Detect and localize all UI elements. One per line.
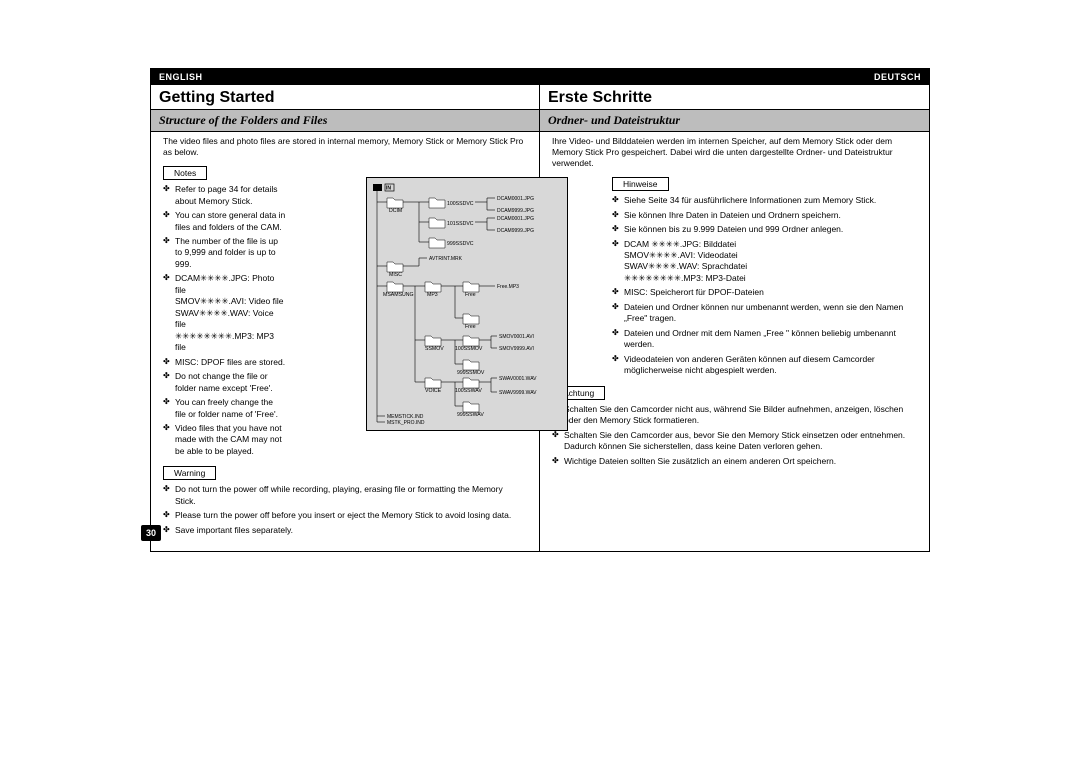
lang-label-deutsch: DEUTSCH xyxy=(540,69,929,85)
svg-text:SSMOV: SSMOV xyxy=(425,346,444,352)
svg-text:SMOV0001.AVI: SMOV0001.AVI xyxy=(499,334,534,340)
svg-text:100SSDVC: 100SSDVC xyxy=(447,201,474,207)
svg-text:MSAMSUNG: MSAMSUNG xyxy=(383,292,414,298)
svg-text:999SSMOV: 999SSMOV xyxy=(457,370,485,376)
svg-text:100SSMOV: 100SSMOV xyxy=(455,346,483,352)
svg-text:DCAM0001.JPG: DCAM0001.JPG xyxy=(497,196,534,202)
deutsch-column: DEUTSCH Erste Schritte Ordner- und Datei… xyxy=(540,69,929,551)
note-item: DCAM ✳✳✳✳.JPG: Bilddatei SMOV✳✳✳✳.AVI: V… xyxy=(624,239,919,285)
svg-text:Free: Free xyxy=(465,324,476,330)
note-item: You can store general data in files and … xyxy=(175,210,286,233)
folder-icon xyxy=(387,198,403,208)
notes-label-english: Notes xyxy=(163,166,207,180)
note-item: Videodateien von anderen Geräten können … xyxy=(624,354,919,377)
warning-list-english: Do not turn the power off while recordin… xyxy=(151,484,539,536)
warning-item: Schalten Sie den Camcorder aus, bevor Si… xyxy=(564,430,909,453)
svg-text:MP3: MP3 xyxy=(427,292,438,298)
svg-text:MSTK_PRO.IND: MSTK_PRO.IND xyxy=(387,420,425,426)
svg-text:DCAM9999.JPG: DCAM9999.JPG xyxy=(497,228,534,234)
svg-text:DCAM9999.JPG: DCAM9999.JPG xyxy=(497,208,534,214)
warning-item: Schalten Sie den Camcorder nicht aus, wä… xyxy=(564,404,909,427)
title-english: Getting Started xyxy=(151,85,539,109)
note-item: You can freely change the file or folder… xyxy=(175,397,286,420)
warning-item: Save important files separately. xyxy=(175,525,519,536)
note-item: Sie können bis zu 9.999 Dateien und 999 … xyxy=(624,224,919,235)
svg-text:Free: Free xyxy=(465,292,476,298)
note-item: MISC: DPOF files are stored. xyxy=(175,357,286,368)
note-item: Siehe Seite 34 für ausführlichere Inform… xyxy=(624,195,919,206)
note-item: Dateien und Ordner können nur umbenannt … xyxy=(624,302,919,325)
svg-text:101SSDVC: 101SSDVC xyxy=(447,221,474,227)
svg-text:IN: IN xyxy=(386,186,391,192)
svg-text:Free.MP3: Free.MP3 xyxy=(497,284,519,290)
svg-text:AVTRINT.MRK: AVTRINT.MRK xyxy=(429,256,463,262)
folder-structure-diagram: IN DCIM 100SSDVC DCAM0001.JPG xyxy=(366,177,568,431)
subtitle-deutsch: Ordner- und Dateistruktur xyxy=(540,109,929,132)
svg-text:MISC: MISC xyxy=(389,272,402,278)
intro-english: The video files and photo files are stor… xyxy=(151,132,539,160)
svg-text:999SSDVC: 999SSDVC xyxy=(447,241,474,247)
lang-label-english: ENGLISH xyxy=(151,69,539,85)
svg-text:SWAV0001.WAV: SWAV0001.WAV xyxy=(499,376,537,382)
notes-list-deutsch: Siehe Seite 34 für ausführlichere Inform… xyxy=(600,195,929,377)
note-item: The number of the file is up to 9,999 an… xyxy=(175,236,286,270)
notes-list-english: Refer to page 34 for details about Memor… xyxy=(151,184,296,457)
note-item: Sie können Ihre Daten in Dateien und Ord… xyxy=(624,210,919,221)
svg-text:SWAV9999.WAV: SWAV9999.WAV xyxy=(499,390,537,396)
warning-item: Wichtige Dateien sollten Sie zusätzlich … xyxy=(564,456,909,467)
subtitle-english: Structure of the Folders and Files xyxy=(151,109,539,132)
note-item: Do not change the file or folder name ex… xyxy=(175,371,286,394)
warning-item: Do not turn the power off while recordin… xyxy=(175,484,519,507)
page-number: 30 xyxy=(141,525,161,541)
title-deutsch: Erste Schritte xyxy=(540,85,929,109)
svg-text:SMOV9999.AVI: SMOV9999.AVI xyxy=(499,346,534,352)
manual-page: ENGLISH Getting Started Structure of the… xyxy=(150,68,930,552)
note-item: DCAM✳✳✳✳.JPG: Photo file SMOV✳✳✳✳.AVI: V… xyxy=(175,273,286,353)
note-item: MISC: Speicherort für DPOF-Dateien xyxy=(624,287,919,298)
note-item: Dateien und Ordner mit dem Namen „Free "… xyxy=(624,328,919,351)
svg-text:VOICE: VOICE xyxy=(425,388,442,394)
notes-label-deutsch: Hinweise xyxy=(612,177,669,191)
folder-dcim: DCIM xyxy=(389,208,402,214)
warning-item: Please turn the power off before you ins… xyxy=(175,510,519,521)
svg-text:100SSWAV: 100SSWAV xyxy=(455,388,482,394)
svg-text:999SSWAV: 999SSWAV xyxy=(457,412,484,418)
note-item: Refer to page 34 for details about Memor… xyxy=(175,184,286,207)
note-item: Video files that you have not made with … xyxy=(175,423,286,457)
warning-list-deutsch: Schalten Sie den Camcorder nicht aus, wä… xyxy=(540,404,929,467)
warning-label-english: Warning xyxy=(163,466,216,480)
intro-deutsch: Ihre Video- und Bilddateien werden im in… xyxy=(540,132,929,171)
svg-text:DCAM0001.JPG: DCAM0001.JPG xyxy=(497,216,534,222)
